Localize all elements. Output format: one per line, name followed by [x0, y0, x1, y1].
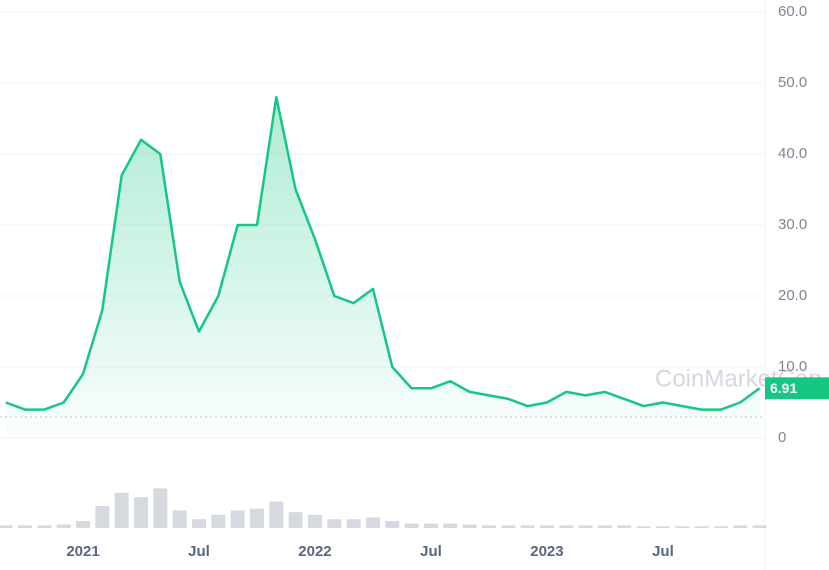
volume-bar — [752, 525, 767, 528]
volume-bar — [733, 525, 748, 528]
y-tick-label: 20.0 — [778, 287, 807, 304]
y-tick-label: 60.0 — [778, 3, 807, 20]
x-tick-label: Jul — [188, 543, 210, 560]
y-tick-label: 30.0 — [778, 216, 807, 233]
x-tick-label: 2022 — [298, 543, 331, 560]
volume-bar — [713, 526, 728, 528]
volume-bar — [230, 510, 245, 528]
x-tick-label: 2023 — [530, 543, 563, 560]
volume-bar — [172, 510, 187, 528]
volume-bar — [423, 523, 438, 528]
volume-bar — [481, 525, 496, 528]
price-tag — [765, 377, 829, 400]
volume-bar — [269, 501, 284, 528]
x-tick-label: Jul — [652, 543, 674, 560]
volume-bar — [365, 517, 380, 528]
volume-bar — [249, 508, 264, 528]
volume-bar — [134, 497, 149, 528]
volume-bar — [114, 492, 129, 528]
volume-bar — [95, 506, 110, 528]
volume-bar — [56, 524, 71, 528]
volume-bar — [346, 519, 361, 528]
volume-bar — [655, 526, 670, 528]
volume-bar — [211, 514, 226, 528]
volume-bar — [578, 525, 593, 528]
volume-bar — [385, 520, 400, 528]
volume-bar — [636, 526, 651, 528]
volume-bar — [192, 519, 206, 528]
volume-bar — [597, 525, 612, 528]
y-tick-label: 0 — [778, 429, 786, 446]
volume-bar — [37, 525, 52, 528]
price-line — [5, 95, 761, 411]
volume-bar — [501, 525, 516, 528]
volume-bar — [153, 488, 168, 528]
volume-bar — [307, 514, 322, 528]
y-tick-label: 50.0 — [778, 74, 807, 91]
x-tick-label: Jul — [420, 543, 442, 560]
volume-bar — [443, 523, 458, 528]
volume-bar — [617, 525, 632, 528]
volume-bar — [675, 526, 690, 528]
volume-bar — [288, 512, 303, 528]
volume-bar — [520, 525, 535, 528]
volume-bar — [694, 526, 709, 528]
volume-bar — [0, 525, 13, 528]
volume-bar — [462, 524, 477, 528]
volume-bar — [76, 520, 91, 528]
volume-bar — [559, 525, 574, 528]
volume-bar — [539, 525, 554, 528]
y-tick-label: 40.0 — [778, 145, 807, 162]
y-tick-label: 10.0 — [778, 358, 807, 375]
volume-bar — [404, 523, 419, 528]
price-area — [5, 97, 760, 438]
volume-bar — [327, 519, 342, 528]
volume-bar — [18, 525, 33, 528]
price-tag-label: 6.91 — [770, 380, 797, 396]
x-tick-label: 2021 — [66, 543, 99, 560]
